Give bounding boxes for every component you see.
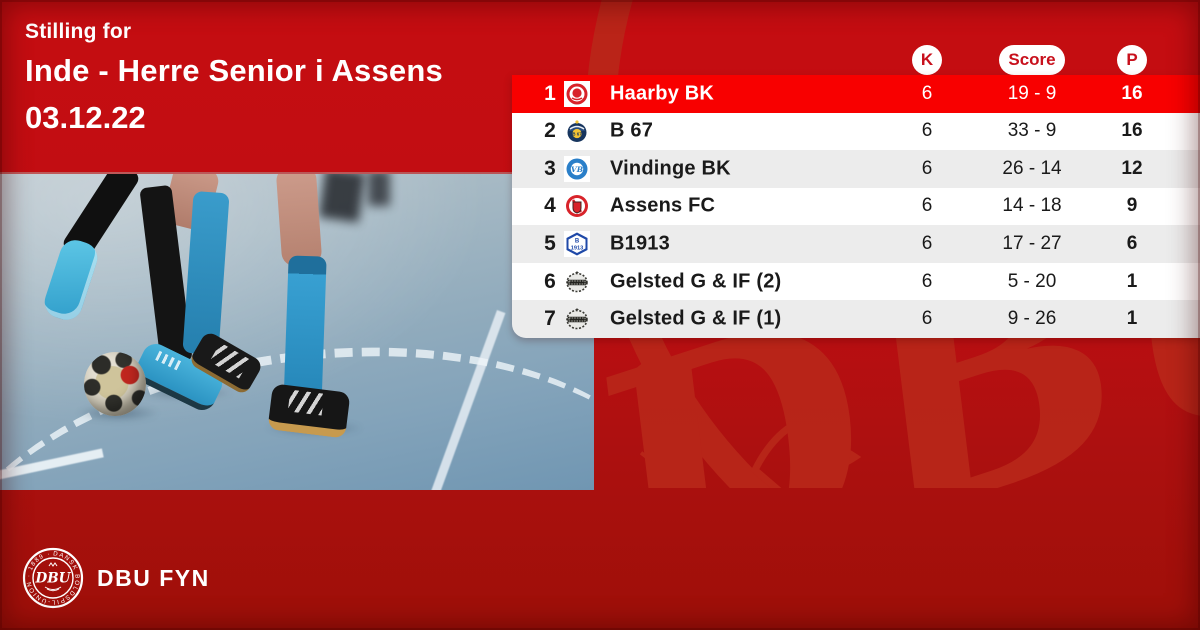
blue-shoe [40,236,102,324]
black-shoe [267,383,351,439]
b1913-logo: B 1913 [564,231,590,258]
table-row: 6 Gelsted G & IF (2) 6 5 - 20 1 [512,262,1200,301]
club-name: B 67 [610,119,654,142]
matches-played: 6 [921,270,933,292]
table-row: 2 B 67 B 67 6 33 - 9 16 [512,112,1200,151]
club-name: Assens FC [610,194,716,217]
goal-score: 5 - 20 [1007,270,1057,292]
club-name: Haarby BK [610,82,715,105]
svg-text:VB: VB [571,165,583,174]
column-badge-score: Score [999,45,1065,75]
table-row: 3 VB Vindinge BK 6 26 - 14 12 [512,150,1200,188]
points: 16 [1121,82,1143,104]
club-name: Vindinge BK [610,157,731,180]
position-number: 4 [544,194,556,218]
futsal-photo [0,172,594,490]
gelsted-logo [564,269,590,295]
goal-score: 9 - 26 [1007,308,1057,330]
matches-played: 6 [921,308,933,330]
points: 12 [1121,157,1143,179]
b67-logo: B 67 [564,118,590,144]
date-text: 03.12.22 [25,100,146,135]
table-row: 7 Gelsted G & IF (1) 6 9 - 26 1 [512,300,1200,338]
matches-played: 6 [921,120,933,142]
dbu-crest-icon: DANSK BOLDSPIL-UNION · 1889 · DBU [22,547,84,609]
goal-score: 33 - 9 [1007,120,1057,142]
points: 9 [1126,195,1138,217]
points: 6 [1126,233,1138,255]
position-number: 1 [544,81,556,105]
goal-score: 19 - 9 [1007,82,1057,104]
goal-score: 14 - 18 [1002,195,1062,217]
goal-score: 26 - 14 [1002,157,1062,179]
table-row: 5 B 1913 B1913 6 17 - 27 6 [512,225,1200,263]
matches-played: 6 [921,82,933,104]
vindinge-logo: VB [564,155,590,182]
footer-brand: DANSK BOLDSPIL-UNION · 1889 · DBU DBU FY… [21,546,210,610]
gelsted-logo [564,306,590,332]
background-player-blur [318,174,366,223]
points: 1 [1126,308,1138,330]
club-name: Gelsted G & IF (1) [610,307,782,330]
eyebrow-text: Stilling for [25,20,132,43]
table-column-header: K Score P [512,45,1200,75]
column-badge-p: P [1117,45,1147,75]
title-block: Stilling for Inde - Herre Senior i Assen… [25,20,443,136]
points: 1 [1126,270,1138,292]
position-number: 5 [544,232,556,256]
matches-played: 6 [921,157,933,179]
football [84,352,146,416]
table-row: 1 Haarby BK 6 19 - 9 16 [512,75,1200,113]
matches-played: 6 [921,233,933,255]
position-number: 6 [544,269,556,293]
club-name: Gelsted G & IF (2) [610,270,782,293]
club-name: B1913 [610,232,670,255]
player-leg [275,174,323,268]
svg-text:B: B [575,239,580,245]
svg-text:1913: 1913 [571,246,583,252]
haarby-logo [564,80,590,107]
page-title: Inde - Herre Senior i Assens [25,53,443,88]
svg-text:B 67: B 67 [572,132,582,137]
background-player-blur [368,174,390,206]
goal-score: 17 - 27 [1002,233,1062,255]
assens-logo [564,193,590,219]
points: 16 [1121,120,1143,142]
position-number: 2 [544,119,556,143]
matches-played: 6 [921,195,933,217]
crest-dbu-text: DBU [35,571,72,587]
brand-name: DBU FYN [97,564,210,591]
standings-table: 1 Haarby BK 6 19 - 9 16 2 B 67 B 67 6 33… [512,75,1200,338]
position-number: 7 [544,307,556,331]
column-badge-k: K [912,45,942,75]
position-number: 3 [544,156,556,180]
table-row: 4 Assens FC 6 14 - 18 9 [512,187,1200,226]
